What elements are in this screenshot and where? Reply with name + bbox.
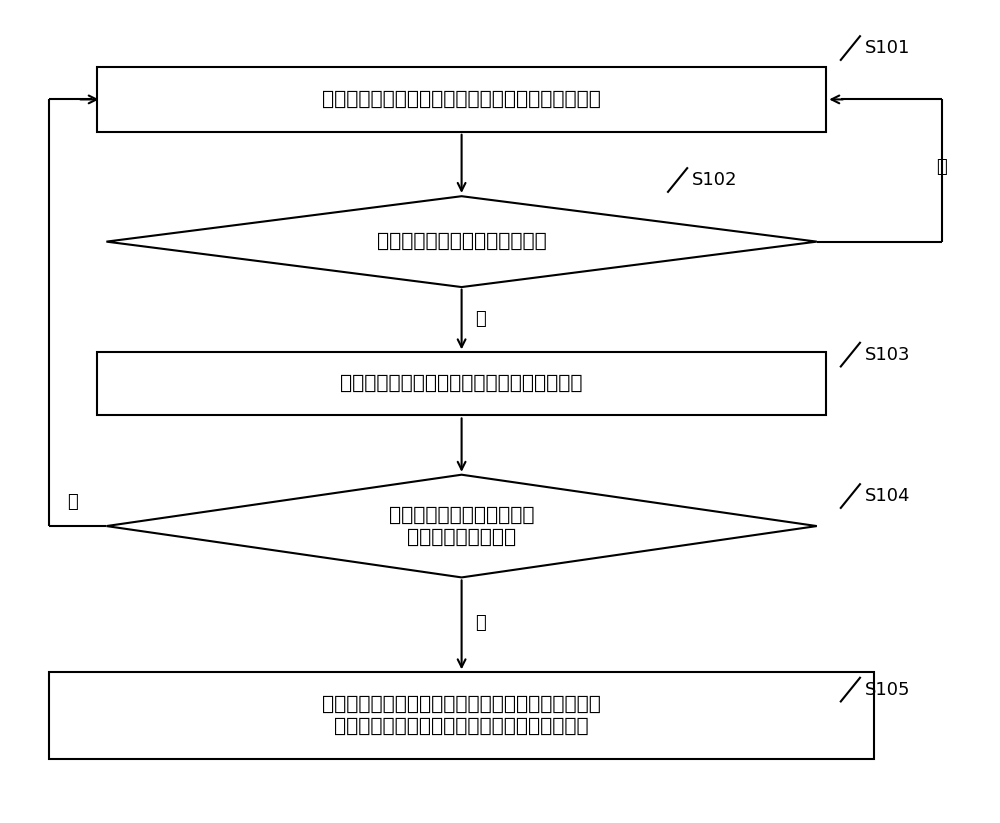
Text: 否: 否: [67, 493, 78, 511]
Text: S101: S101: [865, 39, 910, 57]
Text: 所述第一界面上的至少一个
控件的遍历是否完成: 所述第一界面上的至少一个 控件的遍历是否完成: [389, 505, 534, 546]
Text: S103: S103: [865, 346, 910, 364]
Text: S105: S105: [865, 681, 910, 699]
Polygon shape: [106, 475, 817, 578]
Text: S102: S102: [692, 171, 738, 189]
Bar: [97, 67, 826, 132]
Text: 依次点击终端应用程序的第一界面上的至少一个控件: 依次点击终端应用程序的第一界面上的至少一个控件: [322, 90, 601, 109]
Text: 是: 是: [475, 310, 486, 328]
Bar: [49, 672, 874, 759]
Text: 否: 否: [936, 157, 947, 175]
Text: 判断所述第一界面是否发生变化: 判断所述第一界面是否发生变化: [377, 232, 546, 251]
Text: 是: 是: [475, 614, 486, 632]
Polygon shape: [106, 196, 817, 287]
Bar: [97, 352, 826, 416]
Text: S104: S104: [865, 487, 910, 505]
Text: 将变化后的至少一个第二界面添加至界面队列: 将变化后的至少一个第二界面添加至界面队列: [340, 374, 583, 393]
Text: 依次读取所述界面队列中的至少一个第二界面，并依
次遍历所述至少一个第二界面上的至少一个控件: 依次读取所述界面队列中的至少一个第二界面，并依 次遍历所述至少一个第二界面上的至…: [322, 695, 601, 737]
